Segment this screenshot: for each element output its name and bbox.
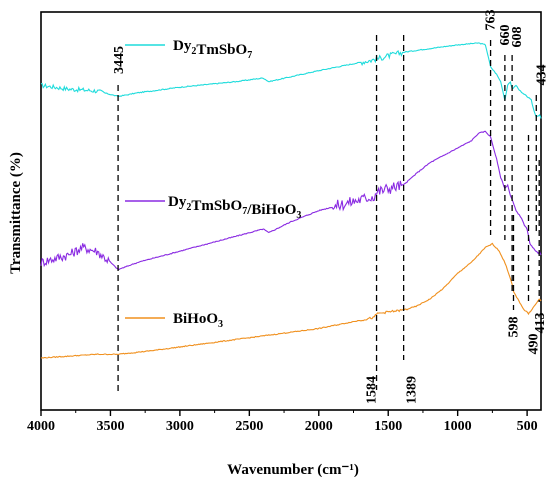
x-tick-label: 1000 xyxy=(444,419,472,434)
y-axis-title: Transmittance (%) xyxy=(8,152,24,274)
peak-label: 413 xyxy=(533,313,548,334)
x-axis-title: Wavenumber (cm⁻¹) xyxy=(227,462,359,478)
series-line xyxy=(40,242,542,359)
peak-label: 660 xyxy=(498,25,513,46)
x-tick-label: 2000 xyxy=(305,419,333,434)
x-axis-tick-labels: 4000 3500 3000 2500 2000 1500 1000 500 xyxy=(27,419,538,434)
legend-label: BiHoO3 xyxy=(173,311,223,330)
series-line xyxy=(40,130,542,270)
legend-label: Dy2TmSbO7 xyxy=(173,38,252,61)
peak-label: 490 xyxy=(527,334,542,355)
x-tick-label: 2500 xyxy=(235,419,263,434)
x-tick-label: 3000 xyxy=(166,419,194,434)
series-lines xyxy=(40,42,542,359)
peak-label: 598 xyxy=(507,317,522,338)
legend: Dy2TmSbO7 Dy2TmSbO7/BiHoO3 BiHoO3 xyxy=(125,38,301,330)
series-line xyxy=(40,42,542,119)
legend-label: Dy2TmSbO7/BiHoO3 xyxy=(168,194,301,221)
x-axis-ticks xyxy=(40,410,528,416)
peak-label: 763 xyxy=(484,10,499,31)
peak-label: 608 xyxy=(510,27,525,48)
peak-label: 1389 xyxy=(405,376,420,404)
plot-frame xyxy=(40,11,542,411)
peak-marker-lines xyxy=(117,35,540,392)
peak-label: 434 xyxy=(534,65,549,86)
x-tick-label: 500 xyxy=(517,419,538,434)
x-tick-label: 1500 xyxy=(374,419,402,434)
x-tick-label: 3500 xyxy=(96,419,124,434)
peak-label: 1584 xyxy=(365,376,380,404)
x-tick-label: 4000 xyxy=(27,419,55,434)
peak-label: 3445 xyxy=(112,46,127,74)
